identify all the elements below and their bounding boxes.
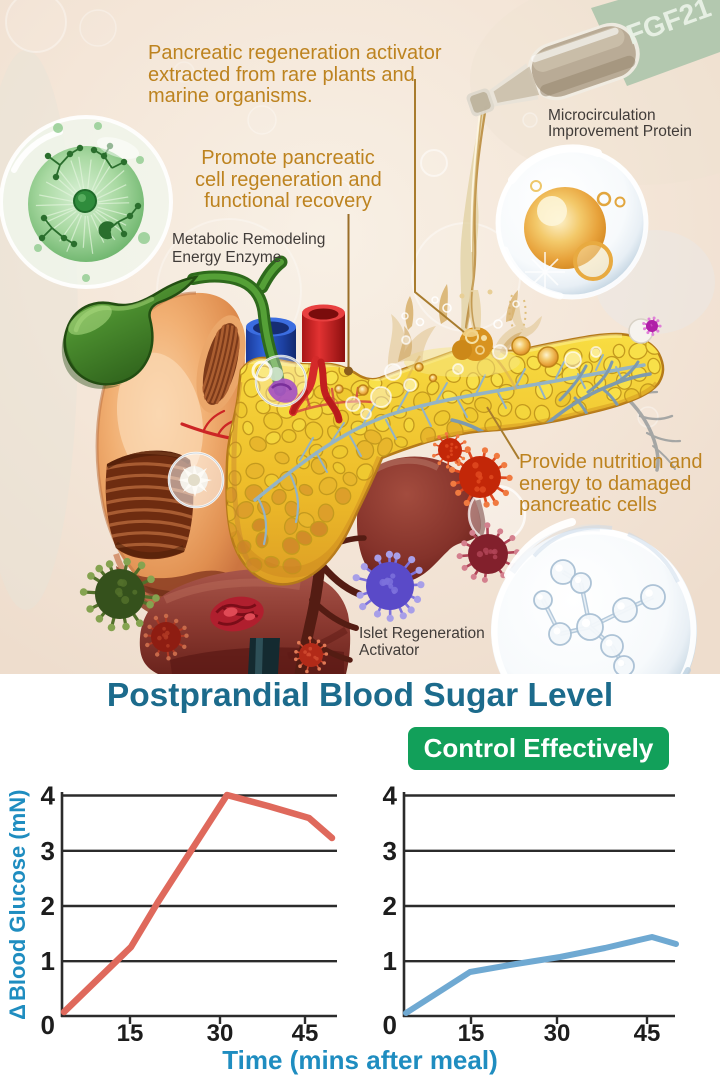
svg-text:3: 3 xyxy=(383,836,397,866)
svg-text:45: 45 xyxy=(292,1020,319,1047)
svg-text:Time (mins after meal): Time (mins after meal) xyxy=(222,1045,498,1075)
svg-text:0: 0 xyxy=(383,1010,397,1040)
svg-text:1: 1 xyxy=(41,946,55,976)
svg-text:3: 3 xyxy=(41,836,55,866)
svg-text:Δ: Δ xyxy=(5,1004,30,1020)
svg-text:Blood Glucose (mN): Blood Glucose (mN) xyxy=(5,790,30,1001)
svg-text:30: 30 xyxy=(207,1020,234,1047)
svg-text:1: 1 xyxy=(383,946,397,976)
svg-text:2: 2 xyxy=(41,891,55,921)
svg-text:15: 15 xyxy=(117,1020,144,1047)
svg-text:0: 0 xyxy=(41,1010,55,1040)
svg-text:15: 15 xyxy=(458,1020,485,1047)
svg-text:30: 30 xyxy=(544,1020,571,1047)
svg-text:4: 4 xyxy=(41,781,56,811)
svg-text:2: 2 xyxy=(383,891,397,921)
svg-text:45: 45 xyxy=(634,1020,661,1047)
svg-text:4: 4 xyxy=(383,781,398,811)
